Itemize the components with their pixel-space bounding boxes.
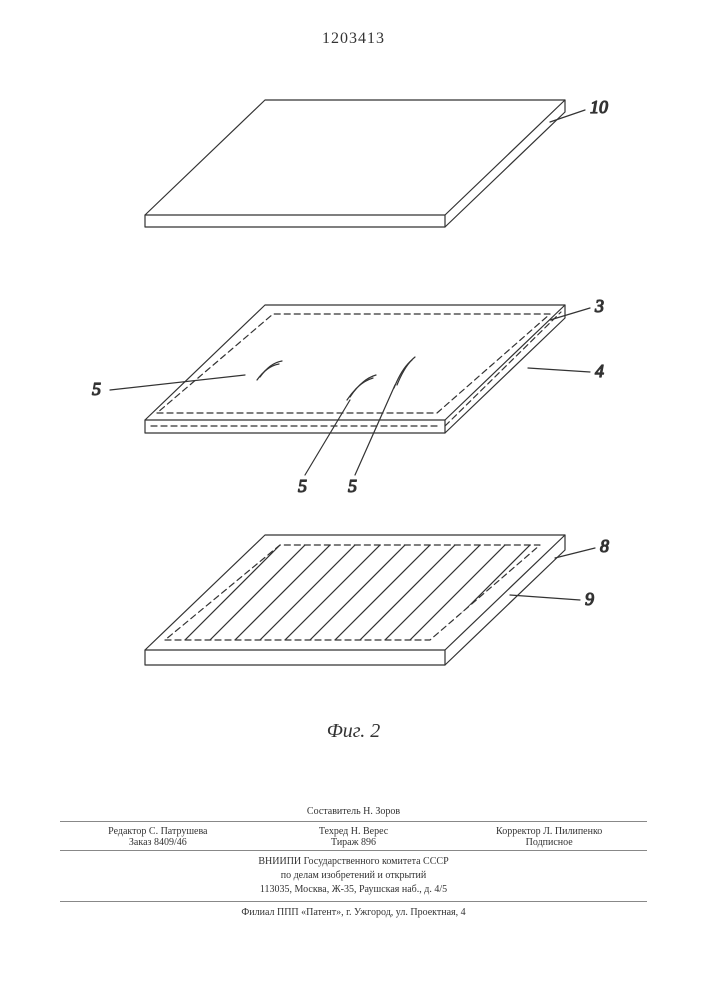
label-5a: 5 (92, 379, 101, 399)
label-3: 3 (594, 296, 604, 316)
footer-corrector: Корректор Л. Пилипенко (451, 826, 647, 837)
label-4: 4 (595, 361, 604, 381)
plate-middle (145, 305, 565, 433)
footer-credits-row: Редактор С. Патрушева Заказ 8409/46 Техр… (60, 821, 647, 848)
technical-diagram: 10 3 4 5 5 5 (50, 80, 650, 700)
footer-institution: ВНИИПИ Государственного комитета СССР по… (60, 850, 647, 920)
footer-editor: Редактор С. Патрушева (60, 826, 256, 837)
plate-bottom (125, 515, 610, 675)
label-9: 9 (585, 589, 594, 609)
footer-block: Составитель Н. Зоров Редактор С. Патруше… (60, 806, 647, 920)
label-5c: 5 (348, 476, 357, 496)
label-5b: 5 (298, 476, 307, 496)
label-10: 10 (590, 97, 608, 117)
page-number: 1203413 (0, 30, 707, 48)
footer-order: Заказ 8409/46 (60, 837, 256, 848)
label-8: 8 (600, 536, 609, 556)
footer-podpisnoe: Подписное (451, 837, 647, 848)
footer-tech: Техред Н. Верес (256, 826, 452, 837)
footer-tirazh: Тираж 896 (256, 837, 452, 848)
figure-caption: Фиг. 2 (0, 720, 707, 743)
plate-top (145, 100, 565, 227)
footer-compiler: Составитель Н. Зоров (60, 806, 647, 817)
